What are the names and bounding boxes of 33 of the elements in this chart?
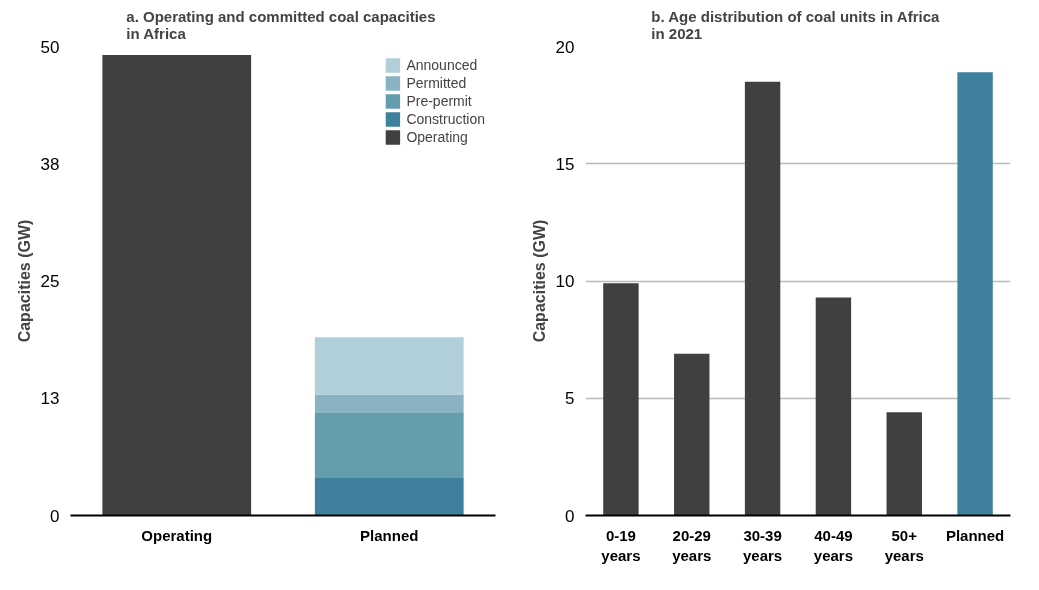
chart-title: a. Operating and committed coal capacities in Africa [126,7,436,42]
x-tick-label: Planned [945,526,1005,544]
legend-label: Permitted [406,74,467,92]
y-tick-label: 25 [40,272,60,291]
y-tick-label: 0 [50,506,60,526]
chart-title: b. Age distribution of coal units in Africa in 2021 [651,7,941,42]
x-tick-label: Operating [141,526,213,544]
y-tick-label: 20 [555,37,575,57]
x-tick-label: 50+ years [884,526,924,564]
x-tick-label: Planned [360,526,419,544]
legend-label: Announced [406,56,478,74]
y-axis-title: Capacities (GW) [15,219,33,343]
y-tick-label: 0 [565,506,575,526]
legend-label: Pre-permit [406,92,472,110]
y-tick-label: 10 [555,272,575,291]
bar [674,353,710,516]
x-tick-label: 0-19 years [601,526,641,564]
y-tick-label: 38 [40,154,60,174]
x-tick-label: 40-49 years [813,526,854,564]
y-tick-label: 15 [555,154,575,174]
bar [744,81,781,516]
x-tick-label: 20-29 years [672,526,712,564]
y-axis-title: Capacities (GW) [530,219,548,343]
legend-label: Operating [406,128,468,146]
bar [886,412,922,516]
y-tick-label: 50 [40,37,60,57]
bar [815,297,852,516]
bar [957,72,993,516]
bar [603,283,639,516]
y-tick-label: 5 [565,389,575,409]
y-tick-label: 13 [40,389,60,409]
x-tick-label: 30-39 years [742,526,783,564]
legend-label: Construction [406,110,485,128]
